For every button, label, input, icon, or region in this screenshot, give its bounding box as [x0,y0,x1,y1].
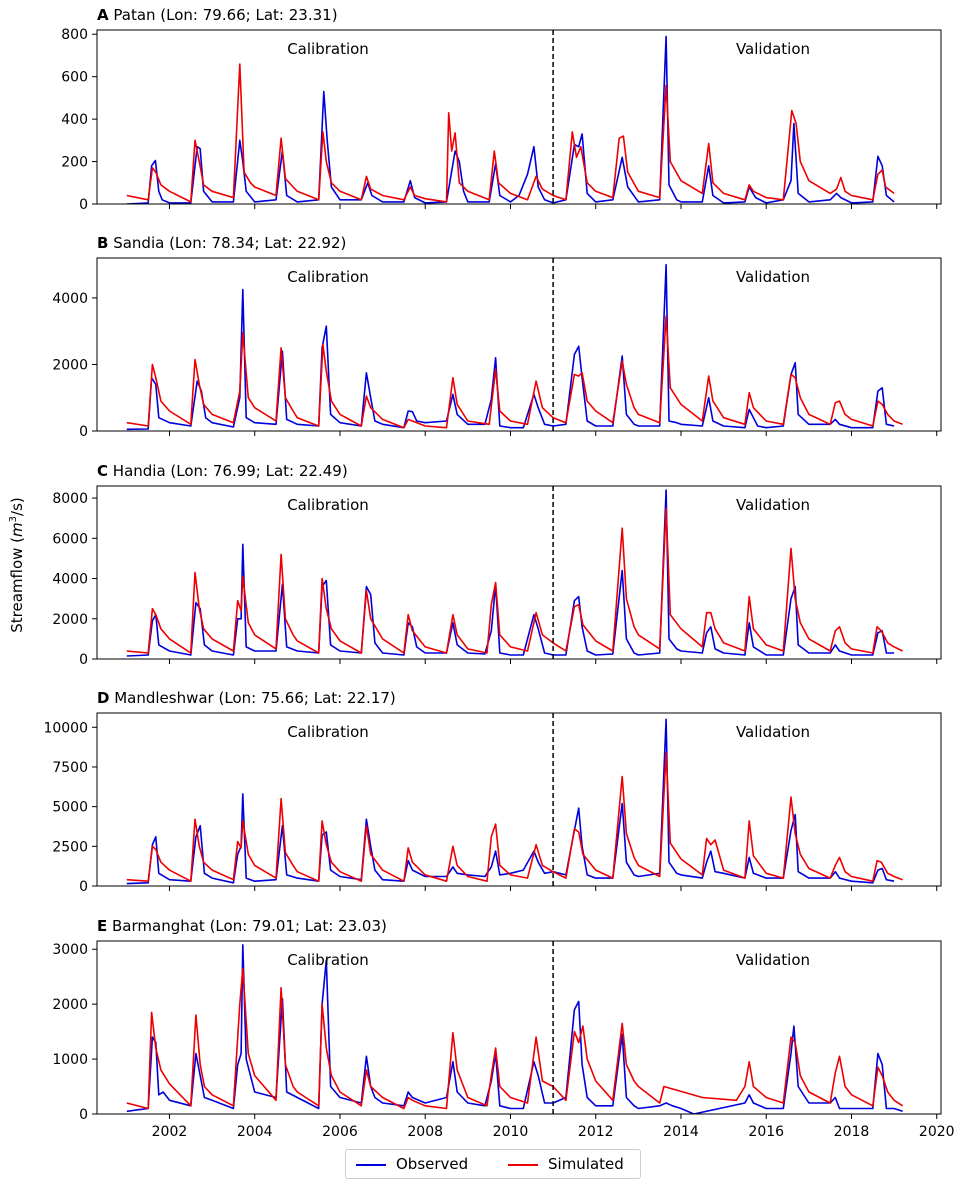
series-simulated-line [126,507,903,654]
panel-letter: C [97,462,108,480]
panel-title: B Sandia (Lon: 78.34; Lat: 22.92) [97,234,346,252]
series-simulated-line [126,63,895,203]
y-tick-label: 400 [61,112,88,128]
y-tick-label: 800 [61,27,88,43]
series-observed-line [126,944,903,1114]
series-group [126,944,904,1114]
legend-item-simulated: Simulated [508,1155,624,1173]
x-tick-label: 2006 [322,1124,358,1140]
panel-b: B Sandia (Lon: 78.34; Lat: 22.92) Calibra… [52,234,942,440]
legend-label-simulated: Simulated [548,1155,624,1173]
x-tick-label: 2010 [493,1124,529,1140]
legend: Observed Simulated [345,1149,641,1179]
panel-title-text: Barmanghat (Lon: 79.01; Lat: 23.03) [107,917,387,935]
y-tick-label: 4000 [52,572,88,588]
legend-swatch-simulated [508,1163,538,1166]
calibration-label: Calibration [287,496,369,514]
validation-label: Validation [736,723,810,741]
axes-frame [96,485,942,660]
calibration-label: Calibration [287,723,369,741]
axes-frame [96,940,942,1115]
calibration-label: Calibration [287,40,369,58]
calibration-label: Calibration [287,951,369,969]
panel-letter: D [97,689,109,707]
panel-e: E Barmanghat (Lon: 79.01; Lat: 23.03) Cal… [52,917,954,1140]
x-tick-label: 2014 [663,1124,699,1140]
panel-d: D Mandleshwar (Lon: 75.66; Lat: 22.17) Ca… [43,689,942,895]
x-tick-label: 2018 [834,1124,870,1140]
y-tick-label: 3000 [52,942,88,958]
panel-title-text: Mandleshwar (Lon: 75.66; Lat: 22.17) [109,689,395,707]
y-tick-label: 10000 [43,720,88,736]
y-tick-label: 600 [61,70,88,86]
y-tick-label: 0 [79,424,88,440]
y-axis-label: Streamflow (m3/s) [8,497,26,633]
series-simulated-line [126,751,903,882]
panel-title: C Handia (Lon: 76.99; Lat: 22.49) [97,462,348,480]
panel-title: A Patan (Lon: 79.66; Lat: 23.31) [97,6,338,24]
panel-title-text: Patan (Lon: 79.66; Lat: 23.31) [109,6,338,24]
series-group [126,35,895,204]
y-tick-label: 2500 [52,839,88,855]
legend-item-observed: Observed [356,1155,468,1173]
validation-label: Validation [736,40,810,58]
panel-letter: A [97,6,109,24]
y-tick-label: 6000 [52,531,88,547]
series-group [126,489,903,657]
y-tick-label: 8000 [52,491,88,507]
series-simulated-line [126,967,904,1110]
validation-label: Validation [736,951,810,969]
y-tick-label: 2000 [52,612,88,628]
panel-title: E Barmanghat (Lon: 79.01; Lat: 23.03) [97,917,387,935]
panel-a: A Patan (Lon: 79.66; Lat: 23.31) Calibrat… [61,6,942,213]
y-tick-label: 200 [61,155,88,171]
series-group [126,263,903,431]
x-tick-label: 2012 [578,1124,614,1140]
y-tick-label: 2000 [52,997,88,1013]
x-tick-label: 2002 [152,1124,188,1140]
panel-title-text: Handia (Lon: 76.99; Lat: 22.49) [108,462,348,480]
calibration-label: Calibration [287,268,369,286]
y-tick-label: 4000 [52,291,88,307]
x-tick-label: 2016 [748,1124,784,1140]
axes-frame [96,29,942,205]
y-tick-label: 0 [79,197,88,213]
series-observed-line [126,489,895,657]
legend-label-observed: Observed [396,1155,469,1173]
y-tick-label: 0 [79,879,88,895]
panel-c: C Handia (Lon: 76.99; Lat: 22.49) Calibra… [52,462,942,668]
series-observed-line [126,718,895,885]
x-tick-label: 2020 [919,1124,955,1140]
series-simulated-line [126,315,903,429]
panel-title: D Mandleshwar (Lon: 75.66; Lat: 22.17) [97,689,396,707]
y-tick-label: 0 [79,1107,88,1123]
legend-swatch-observed [356,1163,386,1166]
y-tick-label: 2000 [52,357,88,373]
y-tick-label: 7500 [52,760,88,776]
y-tick-label: 5000 [52,800,88,816]
panel-letter: E [97,917,107,935]
panel-letter: B [97,234,108,252]
y-tick-label: 0 [79,652,88,668]
panel-title-text: Sandia (Lon: 78.34; Lat: 22.92) [108,234,346,252]
series-observed-line [126,263,895,431]
x-tick-label: 2004 [237,1124,273,1140]
validation-label: Validation [736,496,810,514]
axes-frame [96,712,942,887]
y-tick-label: 1000 [52,1052,88,1068]
axes-frame [96,257,942,432]
series-group [126,718,903,885]
validation-label: Validation [736,268,810,286]
x-tick-label: 2008 [407,1124,443,1140]
